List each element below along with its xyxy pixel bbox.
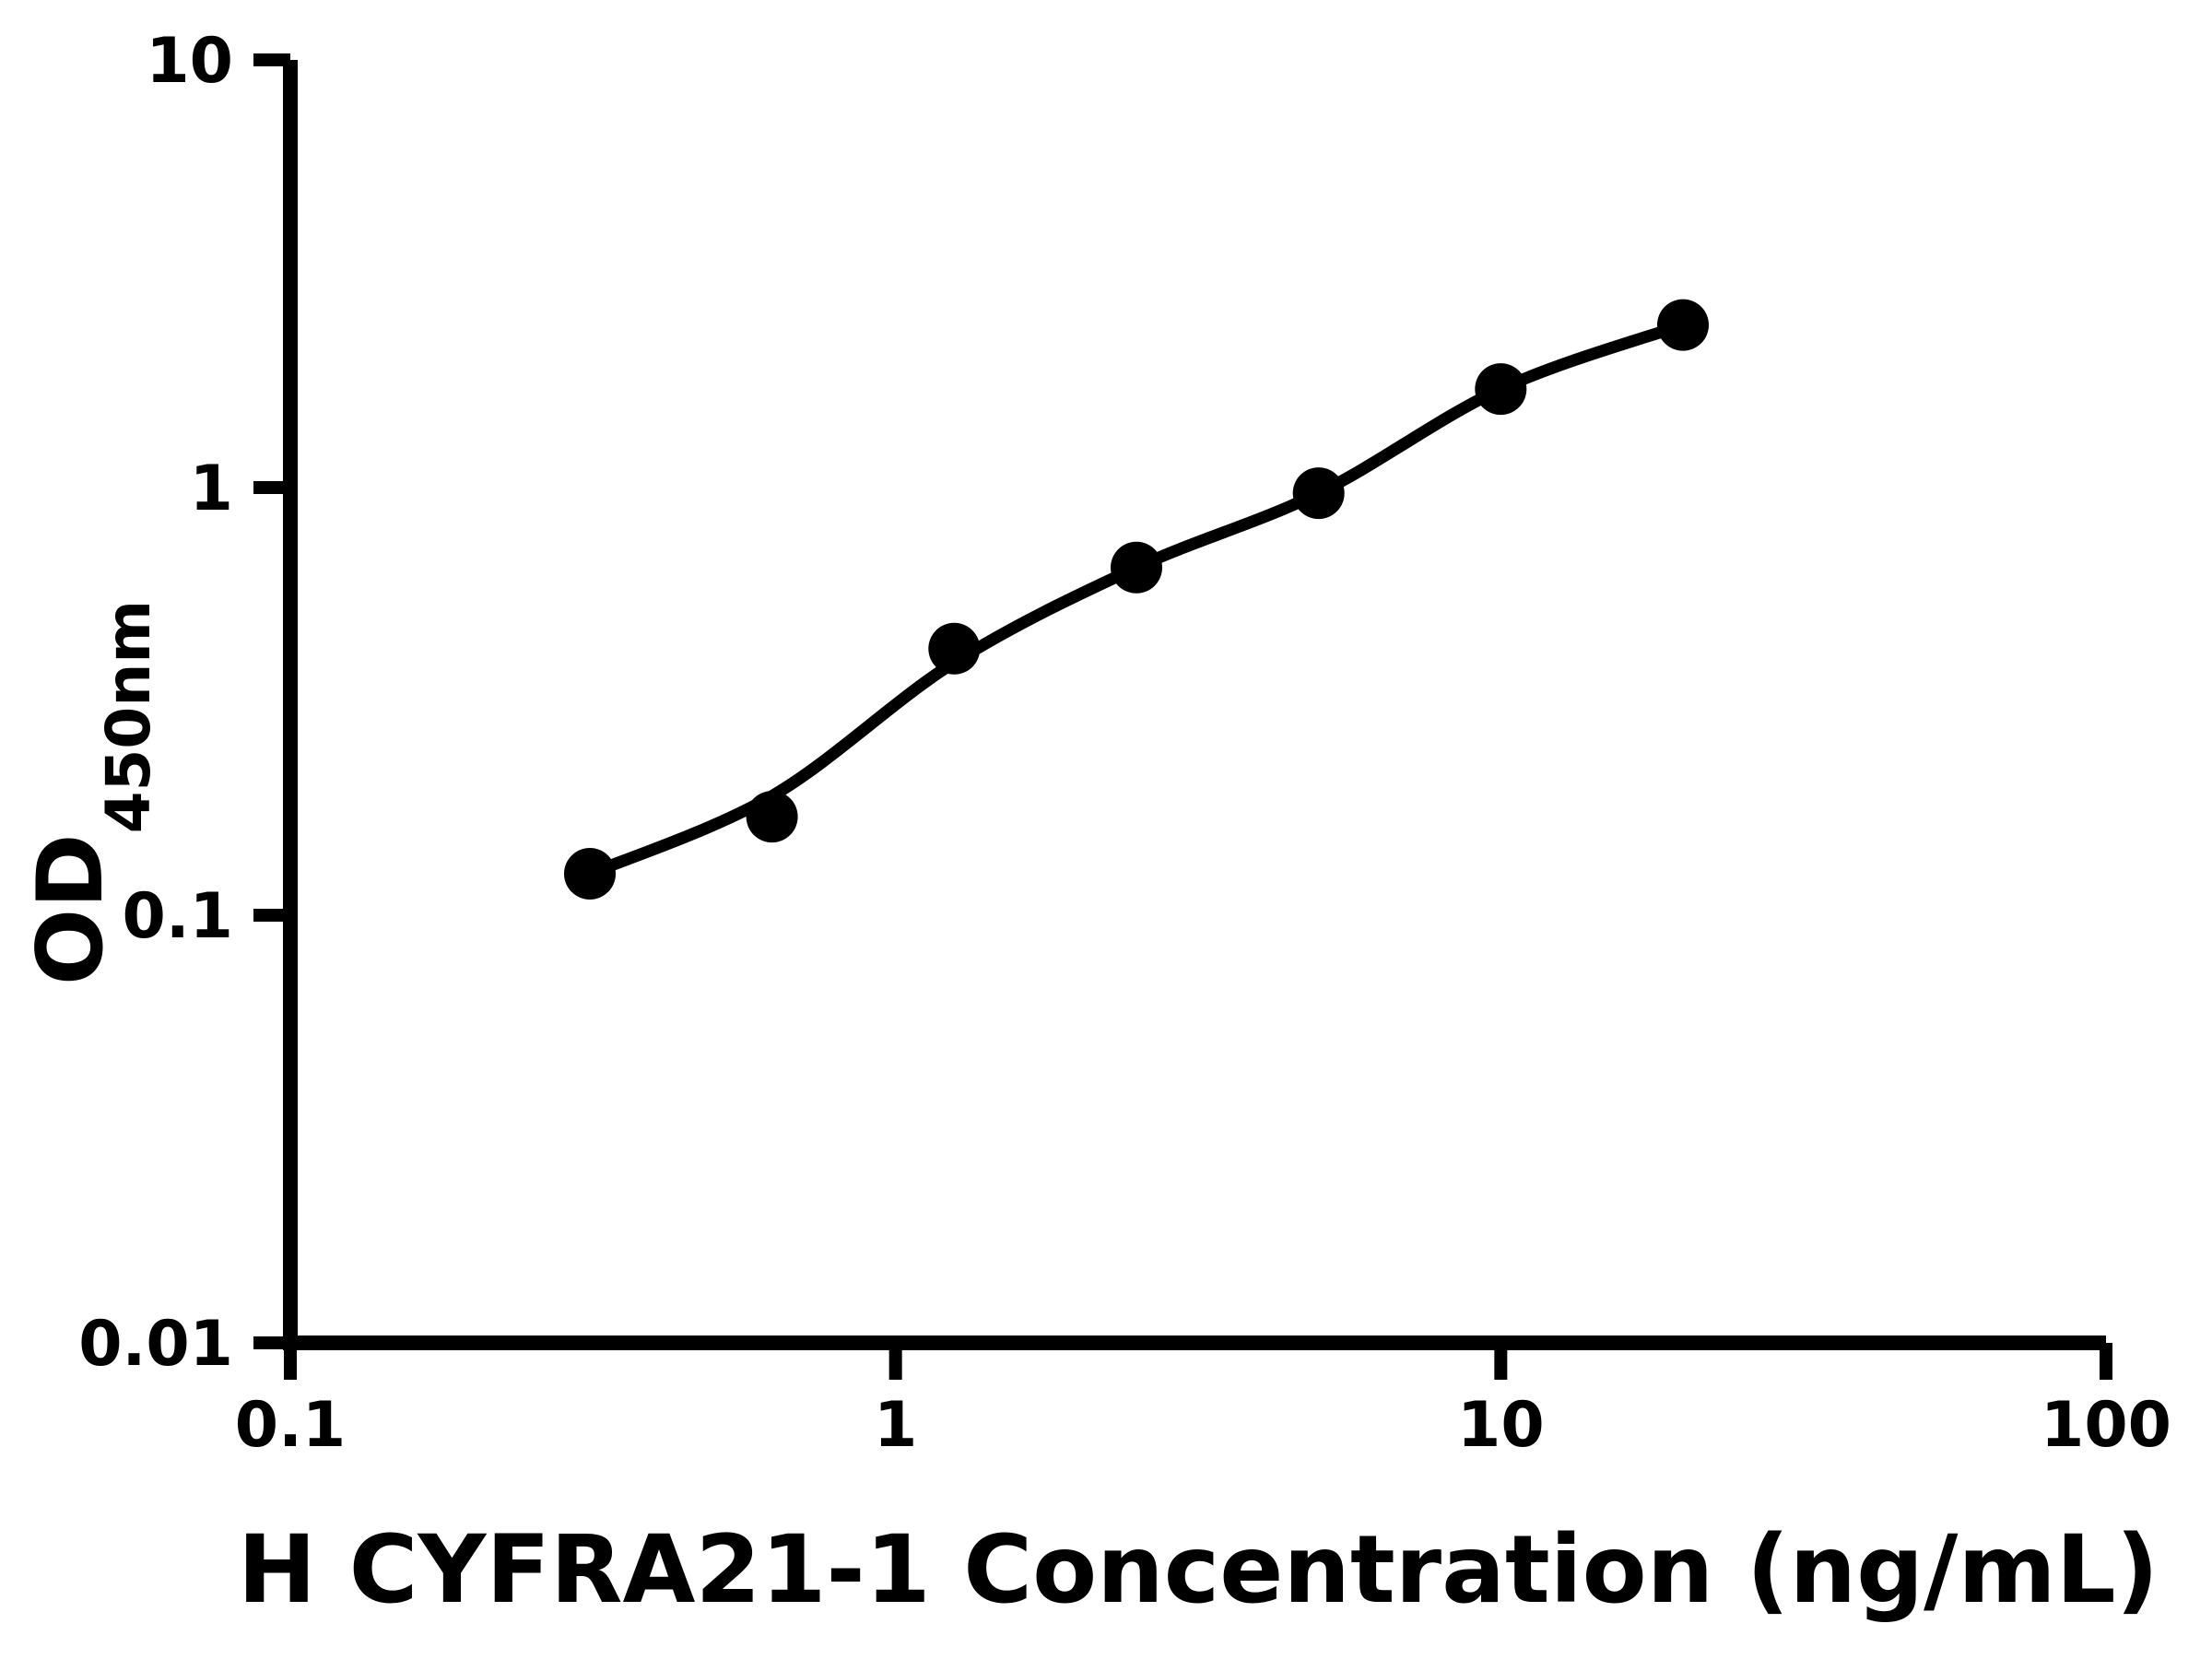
- y-tick-label: 10: [146, 25, 233, 98]
- y-axis-title-main: OD: [18, 833, 124, 985]
- y-tick-label: 0.1: [123, 880, 233, 953]
- data-point-marker: [1292, 467, 1345, 520]
- plot-axes: [283, 60, 2106, 1350]
- y-tick-label: 0.01: [78, 1308, 233, 1381]
- x-tick-label: 10: [1457, 1389, 1545, 1462]
- data-point-marker: [1475, 363, 1527, 416]
- data-point-marker: [564, 848, 616, 900]
- data-point-marker: [746, 791, 798, 843]
- data-point-marker: [1657, 299, 1709, 351]
- axis-ticks: [253, 53, 2112, 1380]
- x-tick-label: 0.1: [235, 1389, 346, 1462]
- y-axis-title-subscript: 450nm: [93, 600, 164, 834]
- x-tick-label: 1: [874, 1389, 917, 1462]
- x-tick-label: 100: [2041, 1389, 2171, 1462]
- data-points: [564, 299, 1709, 900]
- data-point-marker: [1111, 541, 1162, 594]
- y-tick-label: 1: [190, 453, 233, 525]
- x-axis-title: H CYFRA21-1 Concentration (ng/mL): [238, 1515, 2159, 1625]
- data-point-marker: [928, 622, 981, 675]
- axis-spine: [283, 60, 2106, 1350]
- y-axis-title: OD450nm: [18, 600, 164, 985]
- fit-curve: [587, 319, 1686, 879]
